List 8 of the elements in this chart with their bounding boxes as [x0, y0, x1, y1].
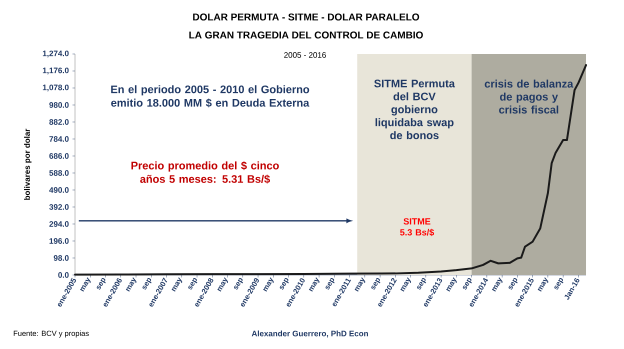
- chart-title: DOLAR PERMUTA - SITME - DOLAR PARALELO: [193, 13, 420, 21]
- annotation: Precio promedio del $ cinco años 5 meses: 5.31 Bs/$: [131, 161, 279, 184]
- line-series: [74, 64, 588, 276]
- annotation: En el periodo 2005 - 2010 el Gobierno emitio 18.000 MM $ en Deuda Externa: [111, 85, 310, 108]
- band-label: crisis de balanza de pagos y crisis fiscal: [484, 80, 574, 114]
- annotation: SITME 5.3 Bs/$: [400, 218, 434, 236]
- chart-subtitle: LA GRAN TRAGEDIA DEL CONTROL DE CAMBIO: [189, 31, 423, 39]
- band-label: SITME Permuta del BCV gobierno liquidaba swap de bonos: [374, 80, 455, 140]
